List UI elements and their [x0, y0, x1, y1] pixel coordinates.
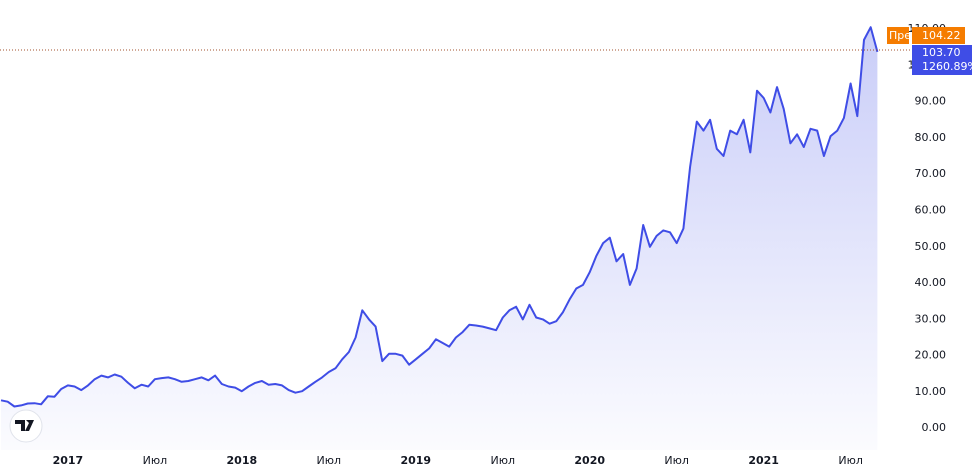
reference-name: Пре-: [889, 29, 915, 42]
change-label: 1260.89%: [922, 60, 978, 73]
y-tick-label: 90.00: [915, 95, 947, 108]
area: [1, 27, 878, 450]
x-tick-label: 2018: [227, 454, 258, 467]
x-tick-label: Июл: [838, 454, 863, 467]
last-price-tag: [912, 45, 972, 75]
y-tick-label: 60.00: [915, 203, 947, 216]
x-tick-label: 2021: [748, 454, 779, 467]
y-tick-label: 20.00: [915, 349, 947, 362]
y-tick-label: 10.00: [915, 385, 947, 398]
plot: [0, 26, 879, 450]
reference-tag: [912, 27, 965, 44]
y-tick-label: 0.00: [922, 421, 947, 434]
x-tick-label: 2017: [53, 454, 84, 467]
y-tick-label: 30.00: [915, 312, 947, 325]
last-price-label: 103.70: [922, 46, 961, 59]
reference-label: 104.22: [922, 29, 961, 42]
x-tick-label: 2020: [574, 454, 605, 467]
x-tick-label: Июл: [490, 454, 515, 467]
y-tick-label: 50.00: [915, 240, 947, 253]
y-tick-label: 40.00: [915, 276, 947, 289]
y-tick-label: 70.00: [915, 167, 947, 180]
y-tick-label: 80.00: [915, 131, 947, 144]
x-tick-label: 2019: [400, 454, 431, 467]
x-tick-label: Июл: [317, 454, 342, 467]
x-tick-label: Июл: [143, 454, 168, 467]
line: [0, 26, 879, 408]
reference-name-tag: [887, 27, 909, 44]
logo: [9, 409, 43, 443]
x-tick-label: Июл: [664, 454, 689, 467]
